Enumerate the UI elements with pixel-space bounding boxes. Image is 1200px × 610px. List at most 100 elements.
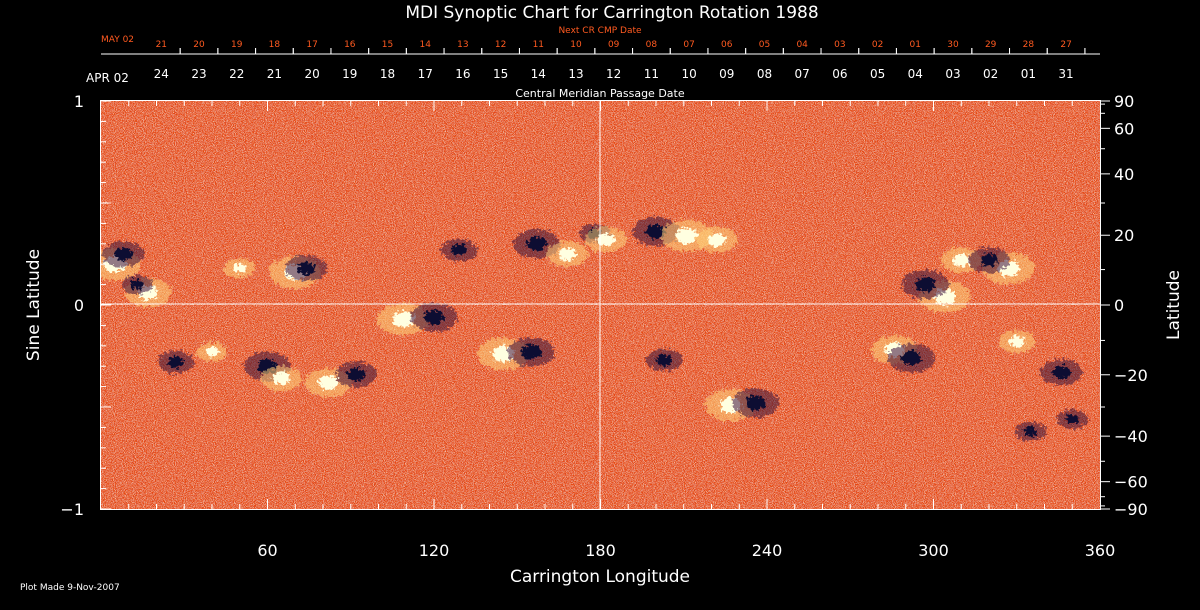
y-tick-label-left: 1 <box>74 92 84 111</box>
y-tick-label-right: 40 <box>1114 165 1134 184</box>
positive-flux-core <box>233 263 247 274</box>
date-tick-label: 18 <box>380 67 395 81</box>
cmp-date-axis: APR 02 24 23 22 21 20 19 18 17 16 15 14 13 12 11 10 09 08… <box>86 48 1100 85</box>
date-tick-label: 19 <box>231 40 243 50</box>
positive-flux-core <box>675 227 698 244</box>
date-tick-label: 13 <box>568 67 583 81</box>
date-tick-label: 10 <box>570 40 582 50</box>
y-tick-label-left: 0 <box>74 296 84 315</box>
magnetogram-map <box>101 101 1100 509</box>
date-tick-label: 18 <box>269 40 281 50</box>
date-tick-label: 03 <box>834 40 845 50</box>
date-tick-label: 20 <box>304 67 319 81</box>
negative-flux-core <box>746 395 766 411</box>
negative-flux-core <box>1065 414 1079 425</box>
date-tick-label: 12 <box>606 67 621 81</box>
y-tick-label-right: −20 <box>1114 366 1148 385</box>
positive-flux-core <box>952 253 971 267</box>
y-axis-left: 1 0 −1 <box>60 92 111 519</box>
plot-made-label: Plot Made 9-Nov-2007 <box>20 583 120 593</box>
positive-flux-core <box>392 311 415 328</box>
y-axis-label-left: Sine Latitude <box>24 249 44 361</box>
date-axis-start-label: APR 02 <box>86 71 129 85</box>
date-tick-label: 30 <box>947 40 959 50</box>
date-tick-label: 01 <box>1021 67 1036 81</box>
negative-flux-core <box>114 247 132 261</box>
date-tick-label: 20 <box>193 40 205 50</box>
x-tick-label: 60 <box>257 541 277 560</box>
positive-flux-core <box>205 347 219 357</box>
negative-flux-core <box>915 277 936 292</box>
date-tick-label: 14 <box>419 40 431 50</box>
negative-flux-core <box>451 244 467 256</box>
date-tick-label: 28 <box>1023 40 1035 50</box>
positive-flux-core <box>597 233 615 247</box>
negative-flux-core <box>297 261 316 275</box>
date-tick-label: 08 <box>646 40 658 50</box>
date-tick-label: 09 <box>719 67 734 81</box>
date-tick-label: 16 <box>344 40 356 50</box>
date-tick-label: 11 <box>533 40 544 50</box>
date-tick-label: 15 <box>382 40 393 50</box>
date-tick-label: 11 <box>644 67 659 81</box>
positive-flux-core <box>558 247 576 261</box>
date-tick-label: 17 <box>306 40 317 50</box>
positive-flux-core <box>272 372 291 385</box>
x-tick-label: 360 <box>1085 541 1116 560</box>
date-tick-label: 08 <box>757 67 772 81</box>
negative-flux-core <box>901 350 922 366</box>
date-tick-label: 13 <box>457 40 468 50</box>
next-cmp-date-axis: MAY 02 21 20 19 18 17 16 15 14 13 12 11 10 09 08 07 06 05… <box>101 35 1100 55</box>
date-tick-label: 10 <box>681 67 696 81</box>
y-tick-label-right: 90 <box>1114 92 1134 111</box>
x-tick-label: 240 <box>752 541 783 560</box>
date-tick-label: 02 <box>983 67 998 81</box>
negative-flux-core <box>1024 426 1038 437</box>
x-tick-label: 180 <box>585 541 616 560</box>
date-tick-label: 06 <box>832 67 847 81</box>
date-tick-label: 02 <box>872 40 883 50</box>
date-tick-label: 29 <box>985 40 997 50</box>
x-tick-label: 300 <box>918 541 949 560</box>
next-cmp-axis-title: Next CR CMP Date <box>558 26 642 36</box>
y-axis-right: 90 60 40 20 0 −20 −40 −60 −90 <box>1100 92 1148 519</box>
date-tick-label: 17 <box>418 67 433 81</box>
negative-flux-core <box>1052 365 1070 379</box>
date-tick-label: 19 <box>342 67 357 81</box>
cmp-axis-title: Central Meridian Passage Date <box>515 87 684 100</box>
negative-flux-core <box>168 356 184 368</box>
negative-flux-core <box>130 279 144 290</box>
date-tick-label: 14 <box>531 67 546 81</box>
positive-flux-core <box>1009 336 1025 348</box>
date-axis-start-label: MAY 02 <box>101 35 134 45</box>
x-axis-label: Carrington Longitude <box>510 567 690 587</box>
date-tick-label: 15 <box>493 67 508 81</box>
date-tick-label: 09 <box>608 40 620 50</box>
date-tick-label: 07 <box>683 40 694 50</box>
y-axis-label-right: Latitude <box>1164 270 1184 340</box>
y-tick-label-right: 20 <box>1114 226 1134 245</box>
date-tick-label: 23 <box>191 67 206 81</box>
positive-flux-core <box>708 233 726 247</box>
negative-flux-core <box>424 310 444 325</box>
date-tick-label: 04 <box>908 67 923 81</box>
y-tick-label-left: −1 <box>60 500 84 519</box>
date-tick-label: 27 <box>1060 40 1071 50</box>
date-tick-label: 31 <box>1058 67 1073 81</box>
date-tick-label: 06 <box>721 40 733 50</box>
y-tick-label-right: −90 <box>1114 500 1148 519</box>
date-tick-label: 07 <box>795 67 810 81</box>
date-tick-label: 16 <box>455 67 470 81</box>
date-tick-label: 05 <box>870 67 885 81</box>
negative-flux-core <box>521 344 542 360</box>
x-axis: 60 120 180 240 300 360 <box>128 101 1116 560</box>
negative-flux-core <box>347 367 366 381</box>
positive-flux-core <box>318 375 339 390</box>
negative-flux-core <box>980 253 998 267</box>
date-tick-label: 22 <box>229 67 244 81</box>
y-tick-label-right: 60 <box>1114 119 1134 138</box>
date-tick-label: 01 <box>910 40 921 50</box>
negative-flux-core <box>526 236 547 251</box>
x-tick-label: 120 <box>419 541 450 560</box>
